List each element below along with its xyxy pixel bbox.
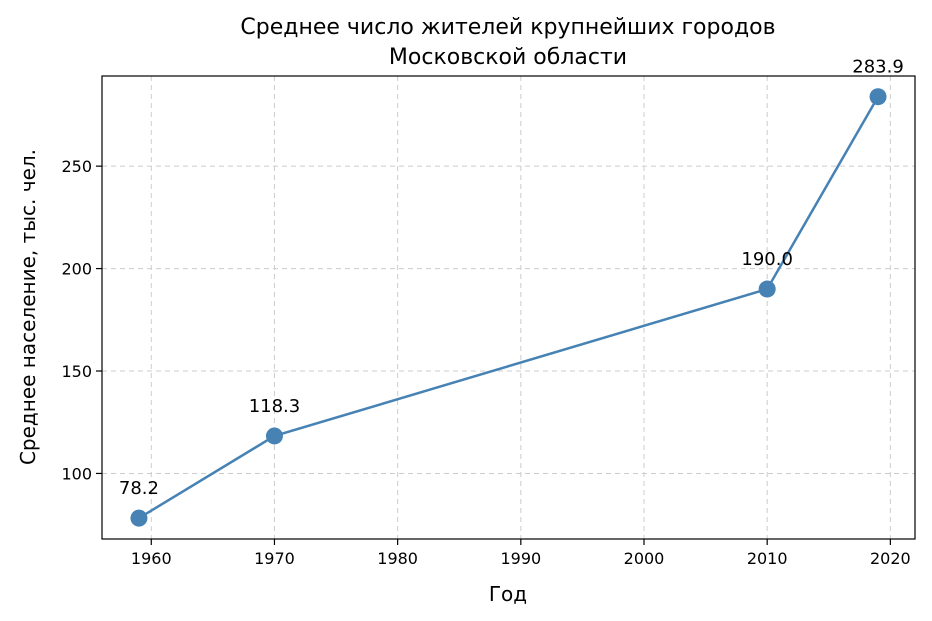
x-tick-label: 1970 <box>254 549 295 568</box>
x-tick-label: 1980 <box>377 549 418 568</box>
y-axis-label: Среднее население, тыс. чел. <box>16 149 40 465</box>
data-point <box>869 88 887 106</box>
y-tick-label: 150 <box>61 362 92 381</box>
x-tick-label: 1990 <box>500 549 541 568</box>
y-tick-label: 250 <box>61 157 92 176</box>
data-label: 118.3 <box>249 396 301 417</box>
series-line <box>138 96 880 520</box>
x-tick-label: 2010 <box>747 549 788 568</box>
x-tick-label: 2000 <box>624 549 665 568</box>
data-point <box>758 280 776 298</box>
data-point <box>265 427 283 445</box>
x-tick-label: 1960 <box>131 549 172 568</box>
data-label: 190.0 <box>741 249 793 270</box>
chart-title-line-2: Московской области <box>389 45 627 70</box>
y-tick-label: 200 <box>61 260 92 279</box>
data-label: 78.2 <box>119 478 159 499</box>
x-tick-label: 2020 <box>870 549 911 568</box>
axis-ticks: 1960 1970 1980 1990 2000 2010 2020 100 150 200 250 <box>61 157 910 568</box>
chart-title-line-1: Среднее число жителей крупнейших городов <box>240 15 775 40</box>
x-axis-label: Год <box>489 582 527 606</box>
y-tick-label: 100 <box>61 464 92 483</box>
grid-lines <box>102 76 915 539</box>
data-label: 283.9 <box>852 57 904 78</box>
plot-frame <box>101 75 916 540</box>
data-point <box>130 509 148 527</box>
series-layer: 78.2 118.3 190.0 283.9 <box>119 57 904 527</box>
